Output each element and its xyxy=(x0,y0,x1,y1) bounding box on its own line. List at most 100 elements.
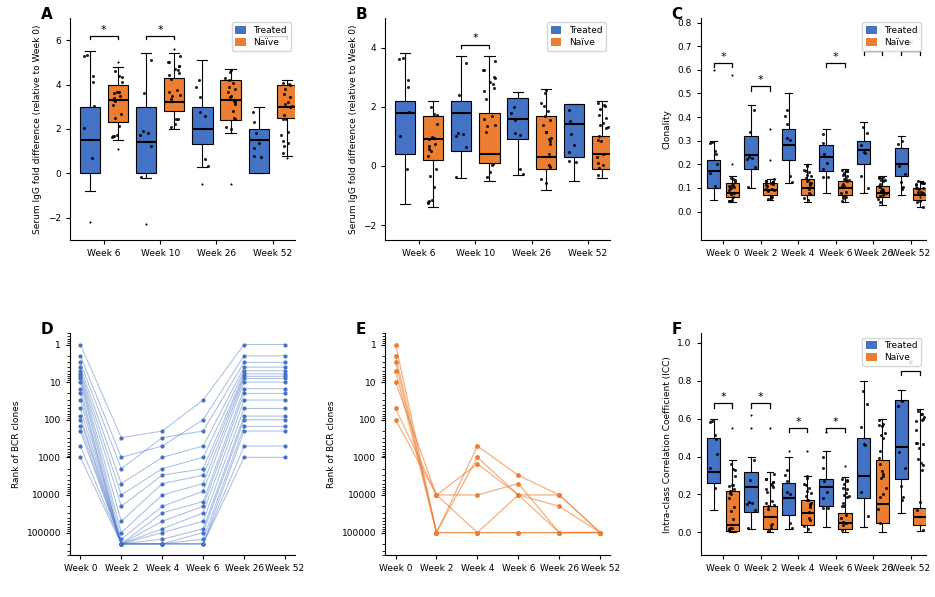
Point xyxy=(747,506,762,515)
Point xyxy=(871,416,886,425)
Point xyxy=(113,91,128,101)
Point xyxy=(785,523,800,533)
Point xyxy=(539,85,554,95)
Point xyxy=(422,144,437,153)
Point xyxy=(246,143,261,153)
Point xyxy=(726,174,741,184)
Point xyxy=(189,82,204,92)
PathPatch shape xyxy=(876,186,889,198)
Point xyxy=(802,188,817,198)
Point xyxy=(896,492,911,501)
Point xyxy=(915,460,930,470)
Point xyxy=(399,164,414,173)
Point xyxy=(799,161,814,171)
Point xyxy=(593,528,608,537)
Point xyxy=(800,160,815,170)
Point xyxy=(73,371,88,381)
Point xyxy=(73,366,88,376)
Point xyxy=(278,426,293,436)
PathPatch shape xyxy=(782,483,796,515)
Point xyxy=(916,439,931,448)
Point xyxy=(800,472,815,481)
Point xyxy=(388,351,403,361)
Point xyxy=(278,366,293,376)
Point xyxy=(722,488,737,497)
Point xyxy=(276,90,291,99)
Point xyxy=(801,168,816,177)
Point xyxy=(760,526,775,536)
Point xyxy=(155,539,170,549)
Point xyxy=(192,75,207,85)
Point xyxy=(835,521,850,530)
Point xyxy=(114,539,129,549)
Point xyxy=(894,136,909,146)
Point xyxy=(511,490,525,500)
Point xyxy=(842,491,856,501)
Point xyxy=(589,152,604,162)
Point xyxy=(478,94,493,103)
Point xyxy=(278,453,293,462)
PathPatch shape xyxy=(452,101,471,151)
Point xyxy=(562,116,577,126)
Point xyxy=(758,176,773,186)
Point xyxy=(507,103,522,112)
Point xyxy=(429,490,444,500)
Point xyxy=(819,159,834,168)
Point xyxy=(114,539,129,549)
Point xyxy=(916,412,931,421)
Point xyxy=(170,66,185,75)
Point xyxy=(702,138,717,147)
Point xyxy=(511,479,525,488)
Point xyxy=(539,179,554,188)
Point xyxy=(276,141,291,150)
Point xyxy=(760,504,775,513)
Point xyxy=(237,362,252,372)
Text: *: * xyxy=(720,392,726,402)
Point xyxy=(280,128,295,137)
Point xyxy=(745,153,760,163)
Point xyxy=(429,528,444,537)
Point xyxy=(878,484,893,493)
Point xyxy=(114,490,129,500)
Point xyxy=(237,377,252,387)
Point xyxy=(195,516,210,526)
Point xyxy=(278,411,293,421)
Point xyxy=(114,539,129,549)
Point xyxy=(725,481,740,490)
Point xyxy=(275,114,290,124)
Point xyxy=(872,518,887,528)
Point xyxy=(760,488,775,497)
Point xyxy=(842,176,856,185)
Point xyxy=(392,131,407,141)
Point xyxy=(279,115,294,124)
Point xyxy=(114,528,129,537)
Point xyxy=(247,117,262,127)
Point xyxy=(452,91,467,100)
Point xyxy=(726,502,741,512)
Point xyxy=(420,198,435,208)
Point xyxy=(237,389,252,398)
Point xyxy=(777,470,792,479)
Point xyxy=(108,96,122,106)
Point xyxy=(878,175,893,184)
Point xyxy=(910,177,925,186)
Point xyxy=(875,469,890,479)
Point xyxy=(708,146,723,156)
Point xyxy=(227,115,242,124)
Point xyxy=(485,159,500,169)
Point xyxy=(895,496,910,505)
Point xyxy=(834,189,849,198)
Point xyxy=(726,180,741,190)
Point xyxy=(111,71,126,81)
Legend: Treated, Naïve: Treated, Naïve xyxy=(547,23,606,51)
PathPatch shape xyxy=(913,508,927,525)
Point xyxy=(275,78,290,87)
Point xyxy=(724,184,739,193)
Point xyxy=(839,174,854,183)
Point xyxy=(912,184,927,194)
Point xyxy=(162,87,177,97)
Legend: Treated, Naïve: Treated, Naïve xyxy=(862,23,921,51)
Point xyxy=(107,95,122,104)
Point xyxy=(875,185,890,195)
Point xyxy=(722,486,737,496)
